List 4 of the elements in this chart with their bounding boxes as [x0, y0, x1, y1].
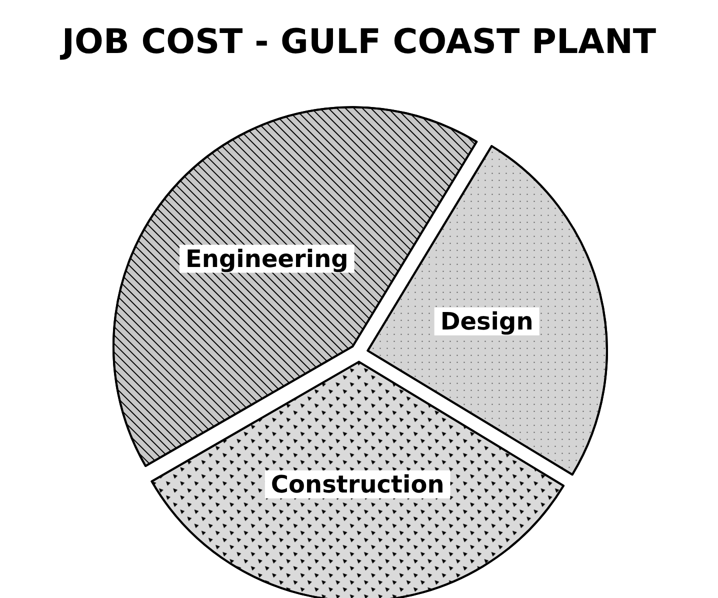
slice-label: Engineering — [185, 244, 348, 273]
slice-label: Construction — [270, 470, 444, 498]
slice-label: Design — [440, 307, 534, 336]
chart-title: JOB COST - GULF COAST PLANT — [60, 22, 657, 62]
